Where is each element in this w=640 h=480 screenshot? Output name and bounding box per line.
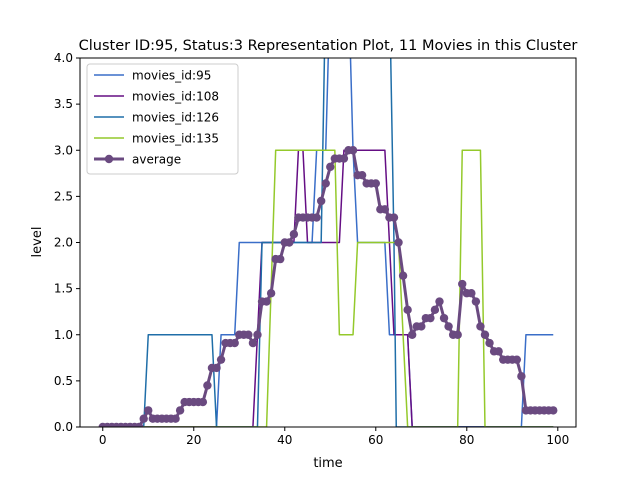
average-point xyxy=(212,363,221,373)
series-layer xyxy=(98,58,558,427)
average-point xyxy=(248,338,258,348)
average-point xyxy=(326,162,335,172)
y-tick-label: 2.0 xyxy=(54,236,73,250)
average-point xyxy=(398,271,408,280)
series-line xyxy=(102,148,554,427)
average-point xyxy=(407,330,417,339)
average-point xyxy=(371,179,380,188)
average-point xyxy=(494,347,503,356)
average-point xyxy=(453,330,462,339)
average-point xyxy=(512,355,522,364)
legend-label: movies_id:95 xyxy=(132,69,211,83)
average-point xyxy=(321,179,330,188)
average-point xyxy=(549,406,558,415)
average-point xyxy=(426,313,435,323)
average-point xyxy=(339,154,349,163)
x-tick-label: 20 xyxy=(186,433,201,447)
average-point xyxy=(467,289,476,298)
y-tick-label: 0.5 xyxy=(54,374,73,388)
series-movies-id-108 xyxy=(102,149,554,427)
average-point xyxy=(480,330,490,339)
x-tick-label: 100 xyxy=(546,433,569,447)
y-axis-label: level xyxy=(30,227,45,258)
average-point xyxy=(253,330,262,339)
average-point xyxy=(285,238,294,247)
series-line xyxy=(102,149,554,427)
legend-label: movies_id:126 xyxy=(132,111,219,125)
chart-title: Cluster ID:95, Status:3 Representation P… xyxy=(79,38,578,54)
average-point xyxy=(276,254,285,264)
average-point xyxy=(175,406,185,415)
legend-items: movies_id:95 movies_id:108 movies_id:126mo… xyxy=(94,69,219,167)
legend-marker xyxy=(104,154,114,164)
average-point xyxy=(198,397,208,407)
y-axis: 0.0 0.5 1.0 1.5 2.0 2.5 3.0 3.5 4.0 xyxy=(54,51,80,434)
x-tick-label: 40 xyxy=(277,433,292,447)
average-point xyxy=(316,196,326,206)
average-point xyxy=(357,170,367,180)
average-point xyxy=(134,422,144,427)
average-point xyxy=(476,322,485,331)
y-tick-label: 3.5 xyxy=(54,97,73,111)
series-line xyxy=(102,149,554,427)
average-point xyxy=(403,305,412,315)
average-point xyxy=(244,330,253,339)
average-point xyxy=(435,297,444,306)
series-line xyxy=(102,58,554,427)
legend-label: movies_id:108 xyxy=(132,90,219,104)
series-average xyxy=(98,146,558,427)
average-point xyxy=(430,305,440,315)
average-point xyxy=(458,279,467,289)
average-point xyxy=(517,372,526,381)
legend: movies_id:95 movies_id:108 movies_id:126mo… xyxy=(86,63,239,175)
x-tick-label: 80 xyxy=(459,433,474,447)
series-movies-id-95 xyxy=(102,58,554,427)
average-point xyxy=(289,229,299,239)
average-point xyxy=(171,414,180,423)
y-tick-label: 1.0 xyxy=(54,328,73,342)
y-tick-label: 0.0 xyxy=(54,420,73,434)
average-point xyxy=(471,297,481,306)
x-tick-label: 0 xyxy=(99,433,107,447)
y-tick-label: 3.0 xyxy=(54,143,73,157)
y-tick-label: 2.5 xyxy=(54,189,73,203)
average-point xyxy=(139,414,148,423)
x-tick-label: 60 xyxy=(368,433,383,447)
average-point xyxy=(417,322,426,331)
legend-label: average xyxy=(132,153,181,167)
x-axis-label: time xyxy=(313,456,342,471)
average-point xyxy=(203,381,212,390)
average-point xyxy=(266,289,276,298)
average-point xyxy=(348,146,358,155)
average-point xyxy=(262,297,271,306)
series-movies-id-135 xyxy=(102,149,554,427)
y-tick-label: 1.5 xyxy=(54,282,73,296)
legend-label: movies_id:135 xyxy=(132,132,219,146)
average-point xyxy=(394,238,403,247)
legend-box xyxy=(86,63,239,175)
average-point xyxy=(439,313,449,323)
average-point xyxy=(312,213,321,222)
average-point xyxy=(485,338,494,348)
x-axis: 0 20 40 60 80 100 xyxy=(99,427,569,447)
average-point xyxy=(216,355,226,364)
y-tick-label: 4.0 xyxy=(54,51,73,65)
average-point xyxy=(380,205,390,214)
average-point xyxy=(144,406,153,415)
average-point xyxy=(389,213,399,222)
average-point xyxy=(230,338,239,348)
average-point xyxy=(444,322,453,331)
